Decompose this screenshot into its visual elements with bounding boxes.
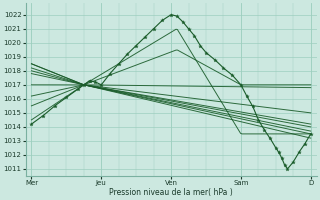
X-axis label: Pression niveau de la mer( hPa ): Pression niveau de la mer( hPa ) — [109, 188, 233, 197]
